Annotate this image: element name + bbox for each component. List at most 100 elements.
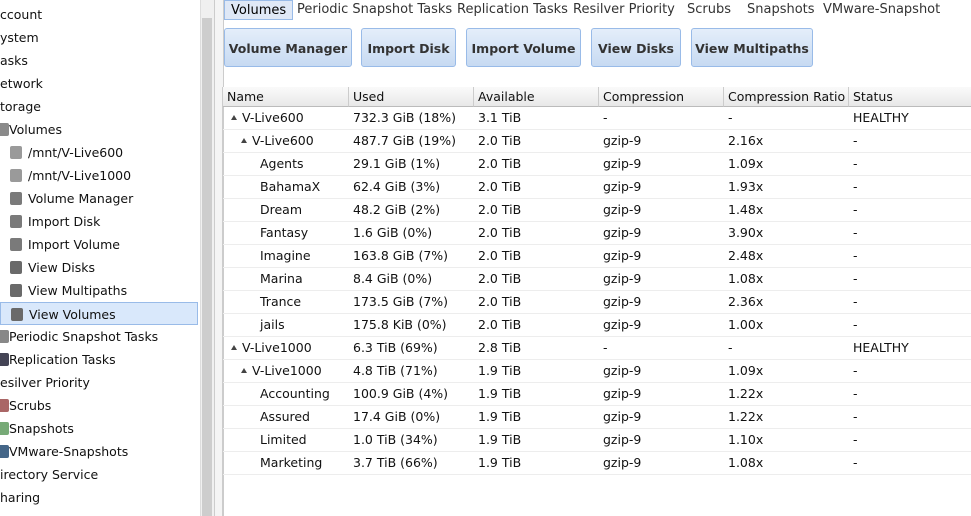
column-header[interactable]: Used [349,87,474,107]
table-cell: BahamaX [260,179,321,194]
volume-grid: Name Used Available Compression Compression … [222,87,971,516]
nav-item[interactable]: Import Volume [0,233,198,256]
scrollbar-thumb[interactable] [202,18,212,516]
nav-item[interactable]: ystem [0,26,198,49]
tab[interactable]: Snapshots [747,2,815,17]
splitter[interactable] [214,0,224,516]
table-row[interactable]: V-Live1000 6.3 TiB (69%) 2.8 TiB - - HEALTHY [223,337,971,360]
table-row[interactable]: BahamaX 62.4 GiB (3%) 2.0 TiB gzip-9 1.93x - [223,176,971,199]
nav-item[interactable]: Volumes [0,118,198,141]
button[interactable]: View Multipaths [691,28,813,67]
table-cell: - [853,179,858,194]
nav-icon [0,330,9,343]
table-row[interactable]: Limited 1.0 TiB (34%) 1.9 TiB gzip-9 1.10x - [223,429,971,452]
table-row[interactable]: V-Live1000 4.8 TiB (71%) 1.9 TiB gzip-9 1.09… [223,360,971,383]
table-row[interactable]: jails 175.8 KiB (0%) 2.0 TiB gzip-9 1.00x - [223,314,971,337]
nav-item[interactable]: etwork [0,72,198,95]
table-cell: 4.8 TiB (71%) [353,363,438,378]
table-row[interactable]: Marketing 3.7 TiB (66%) 1.9 TiB gzip-9 1.08x… [223,452,971,475]
table-cell: 2.0 TiB [478,202,522,217]
table-cell: - [853,294,858,309]
table-row[interactable]: Fantasy 1.6 GiB (0%) 2.0 TiB gzip-9 3.90x - [223,222,971,245]
nav-label: Import Disk [28,214,101,229]
table-cell: gzip-9 [603,294,642,309]
nav-label: esilver Priority [0,375,90,390]
nav-item[interactable]: View Volumes [0,302,198,325]
table-cell: 173.5 GiB (7%) [353,294,449,309]
table-cell: 3.1 TiB [478,110,522,125]
table-cell: gzip-9 [603,179,642,194]
nav-icon [10,169,22,182]
table-row[interactable]: Accounting 100.9 GiB (4%) 1.9 TiB gzip-9 1.2… [223,383,971,406]
table-row[interactable]: Dream 48.2 GiB (2%) 2.0 TiB gzip-9 1.48x - [223,199,971,222]
nav-icon [10,215,22,228]
nav-icon [11,308,23,321]
table-row[interactable]: V-Live600 487.7 GiB (19%) 2.0 TiB gzip-9 2.1… [223,130,971,153]
expander[interactable] [241,368,247,373]
column-header[interactable]: Compression Ratio [724,87,849,107]
nav-label: /mnt/V-Live600 [28,145,124,160]
table-row[interactable]: Agents 29.1 GiB (1%) 2.0 TiB gzip-9 1.09x - [223,153,971,176]
column-header[interactable]: Available [474,87,599,107]
tab[interactable]: Resilver Priority [573,2,675,17]
table-cell: gzip-9 [603,156,642,171]
nav-item[interactable]: Snapshots [0,417,198,440]
nav-item[interactable]: /mnt/V-Live1000 [0,164,198,187]
tab[interactable]: Scrubs [687,2,732,17]
nav-label: View Volumes [29,307,116,322]
tab[interactable]: Replication Tasks [457,2,568,17]
table-row[interactable]: Imagine 163.8 GiB (7%) 2.0 TiB gzip-9 2.48x - [223,245,971,268]
column-header[interactable]: Status [849,87,971,107]
table-cell: 100.9 GiB (4%) [353,386,449,401]
tab[interactable]: Periodic Snapshot Tasks [297,2,453,17]
nav-item[interactable]: torage [0,95,198,118]
nav-item[interactable]: Volume Manager [0,187,198,210]
table-row[interactable]: Trance 173.5 GiB (7%) 2.0 TiB gzip-9 2.36x - [223,291,971,314]
nav-item[interactable]: esilver Priority [0,371,198,394]
table-cell: 1.6 GiB (0%) [353,225,433,240]
table-cell: - [853,248,858,263]
expander[interactable] [231,345,237,350]
table-cell: 48.2 GiB (2%) [353,202,441,217]
expander[interactable] [231,115,237,120]
nav-label: Scrubs [9,398,52,413]
table-cell: gzip-9 [603,202,642,217]
table-cell: 2.16x [728,133,764,148]
nav-label: VMware-Snapshots [9,444,129,459]
nav-item[interactable]: asks [0,49,198,72]
expander[interactable] [241,138,247,143]
table-row[interactable]: V-Live600 732.3 GiB (18%) 3.1 TiB - - HEALTHY [223,107,971,130]
nav-item[interactable]: View Disks [0,256,198,279]
nav-item[interactable]: Periodic Snapshot Tasks [0,325,198,348]
nav-item[interactable]: View Multipaths [0,279,198,302]
nav-item[interactable]: Import Disk [0,210,198,233]
table-cell: 1.09x [728,156,764,171]
nav-item[interactable]: ccount [0,3,198,26]
button[interactable]: Import Volume [466,28,581,67]
table-row[interactable]: Assured 17.4 GiB (0%) 1.9 TiB gzip-9 1.22x - [223,406,971,429]
table-cell: 1.00x [728,317,764,332]
tab[interactable]: Volumes [224,0,294,20]
button[interactable]: View Disks [591,28,681,67]
nav-item[interactable]: VMware-Snapshots [0,440,198,463]
table-row[interactable]: Marina 8.4 GiB (0%) 2.0 TiB gzip-9 1.08x - [223,268,971,291]
table-cell: Fantasy [260,225,309,240]
table-cell: 2.36x [728,294,764,309]
nav-item[interactable]: /mnt/V-Live600 [0,141,198,164]
table-cell: 2.0 TiB [478,156,522,171]
table-cell: 29.1 GiB (1%) [353,156,441,171]
table-cell: jails [260,317,285,332]
column-header[interactable]: Name [223,87,349,107]
table-cell: gzip-9 [603,409,642,424]
nav-item[interactable]: Replication Tasks [0,348,198,371]
table-cell: gzip-9 [603,432,642,447]
column-header[interactable]: Compression [599,87,724,107]
nav-item[interactable]: irectory Service [0,463,198,486]
nav-icon [10,238,22,251]
nav-item[interactable]: Scrubs [0,394,198,417]
button[interactable]: Import Disk [361,28,456,67]
nav-item[interactable]: haring [0,486,198,509]
tab[interactable]: VMware-Snapshot [823,2,941,17]
button[interactable]: Volume Manager [224,28,352,67]
table-cell: 2.8 TiB [478,340,522,355]
